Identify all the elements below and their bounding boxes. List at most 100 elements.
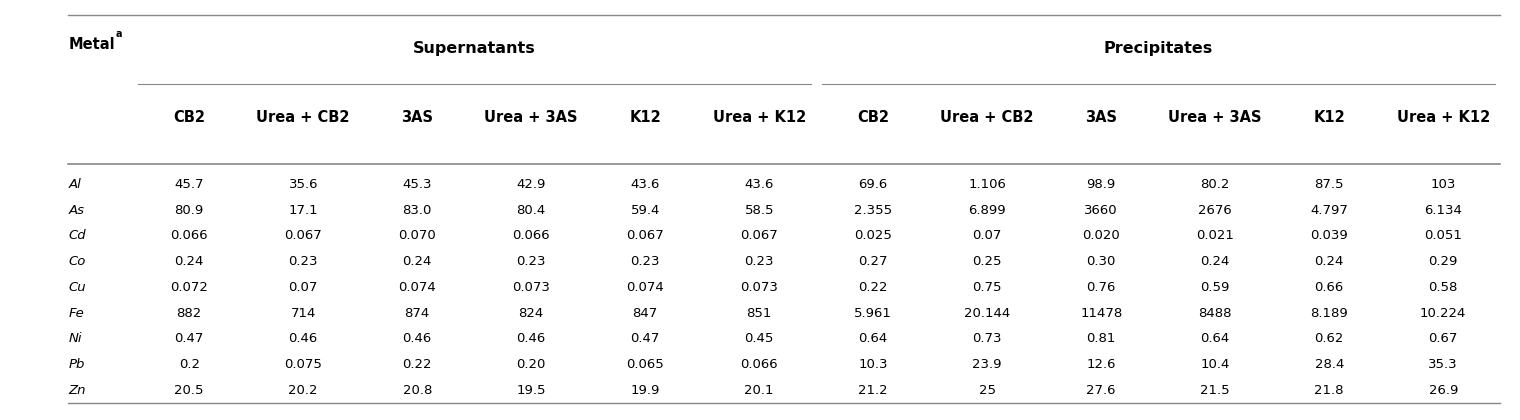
- Text: 0.46: 0.46: [517, 332, 546, 345]
- Text: 0.23: 0.23: [745, 255, 774, 268]
- Text: 17.1: 17.1: [289, 204, 318, 217]
- Text: Fe: Fe: [68, 307, 84, 320]
- Text: 8.189: 8.189: [1310, 307, 1348, 320]
- Text: K12: K12: [1313, 110, 1345, 125]
- Text: 882: 882: [176, 307, 202, 320]
- Text: 851: 851: [746, 307, 772, 320]
- Text: 6.134: 6.134: [1424, 204, 1462, 217]
- Text: 19.5: 19.5: [517, 384, 546, 397]
- Text: 26.9: 26.9: [1429, 384, 1458, 397]
- Text: 0.76: 0.76: [1087, 281, 1116, 294]
- Text: 0.020: 0.020: [1082, 229, 1120, 242]
- Text: Metal: Metal: [68, 37, 116, 52]
- Text: 0.27: 0.27: [859, 255, 888, 268]
- Text: 0.75: 0.75: [973, 281, 1002, 294]
- Text: 80.2: 80.2: [1201, 178, 1230, 191]
- Text: 0.23: 0.23: [517, 255, 546, 268]
- Text: 69.6: 69.6: [859, 178, 888, 191]
- Text: 0.070: 0.070: [398, 229, 436, 242]
- Text: 0.23: 0.23: [631, 255, 660, 268]
- Text: 0.24: 0.24: [403, 255, 432, 268]
- Text: 0.025: 0.025: [854, 229, 892, 242]
- Text: 0.58: 0.58: [1429, 281, 1458, 294]
- Text: 0.67: 0.67: [1429, 332, 1458, 345]
- Text: 0.07: 0.07: [973, 229, 1002, 242]
- Text: Co: Co: [68, 255, 85, 268]
- Text: Cd: Cd: [68, 229, 87, 242]
- Text: 20.5: 20.5: [175, 384, 204, 397]
- Text: 0.81: 0.81: [1087, 332, 1116, 345]
- Text: Urea + CB2: Urea + CB2: [941, 110, 1034, 125]
- Text: 103: 103: [1430, 178, 1456, 191]
- Text: 45.7: 45.7: [175, 178, 204, 191]
- Text: 10.3: 10.3: [859, 358, 888, 371]
- Text: 0.59: 0.59: [1201, 281, 1230, 294]
- Text: Ni: Ni: [68, 332, 82, 345]
- Text: As: As: [68, 204, 85, 217]
- Text: 83.0: 83.0: [403, 204, 432, 217]
- Text: 0.47: 0.47: [631, 332, 660, 345]
- Text: 20.2: 20.2: [289, 384, 318, 397]
- Text: 0.24: 0.24: [1315, 255, 1344, 268]
- Text: 21.2: 21.2: [859, 384, 888, 397]
- Text: 23.9: 23.9: [973, 358, 1002, 371]
- Text: 0.66: 0.66: [1315, 281, 1344, 294]
- Text: 10.224: 10.224: [1420, 307, 1467, 320]
- Text: 0.066: 0.066: [170, 229, 208, 242]
- Text: 0.2: 0.2: [179, 358, 199, 371]
- Text: 35.3: 35.3: [1429, 358, 1458, 371]
- Text: 35.6: 35.6: [289, 178, 318, 191]
- Text: 0.46: 0.46: [403, 332, 432, 345]
- Text: 28.4: 28.4: [1315, 358, 1344, 371]
- Text: 3AS: 3AS: [1085, 110, 1117, 125]
- Text: 874: 874: [404, 307, 430, 320]
- Text: 0.074: 0.074: [626, 281, 664, 294]
- Text: 25: 25: [979, 384, 996, 397]
- Text: 0.46: 0.46: [289, 332, 318, 345]
- Text: 0.072: 0.072: [170, 281, 208, 294]
- Text: 21.8: 21.8: [1315, 384, 1344, 397]
- Text: Al: Al: [68, 178, 81, 191]
- Text: 0.62: 0.62: [1315, 332, 1344, 345]
- Text: Urea + 3AS: Urea + 3AS: [485, 110, 578, 125]
- Text: Precipitates: Precipitates: [1104, 41, 1213, 56]
- Text: 0.64: 0.64: [859, 332, 888, 345]
- Text: 3AS: 3AS: [401, 110, 433, 125]
- Text: 58.5: 58.5: [745, 204, 774, 217]
- Text: 80.9: 80.9: [175, 204, 204, 217]
- Text: 0.039: 0.039: [1310, 229, 1348, 242]
- Text: 0.29: 0.29: [1429, 255, 1458, 268]
- Text: 0.25: 0.25: [973, 255, 1002, 268]
- Text: 0.73: 0.73: [973, 332, 1002, 345]
- Text: CB2: CB2: [857, 110, 889, 125]
- Text: Urea + 3AS: Urea + 3AS: [1169, 110, 1262, 125]
- Text: 43.6: 43.6: [631, 178, 660, 191]
- Text: 2.355: 2.355: [854, 204, 892, 217]
- Text: 0.066: 0.066: [740, 358, 778, 371]
- Text: Pb: Pb: [68, 358, 85, 371]
- Text: 714: 714: [290, 307, 316, 320]
- Text: 0.47: 0.47: [175, 332, 204, 345]
- Text: 5.961: 5.961: [854, 307, 892, 320]
- Text: 0.22: 0.22: [403, 358, 432, 371]
- Text: a: a: [116, 29, 122, 39]
- Text: 1.106: 1.106: [968, 178, 1006, 191]
- Text: 0.051: 0.051: [1424, 229, 1462, 242]
- Text: 20.144: 20.144: [964, 307, 1011, 320]
- Text: 6.899: 6.899: [968, 204, 1006, 217]
- Text: 42.9: 42.9: [517, 178, 546, 191]
- Text: 847: 847: [632, 307, 658, 320]
- Text: Cu: Cu: [68, 281, 87, 294]
- Text: 0.067: 0.067: [740, 229, 778, 242]
- Text: 20.1: 20.1: [745, 384, 774, 397]
- Text: 0.24: 0.24: [1201, 255, 1230, 268]
- Text: 0.45: 0.45: [745, 332, 774, 345]
- Text: 0.22: 0.22: [859, 281, 888, 294]
- Text: CB2: CB2: [173, 110, 205, 125]
- Text: 59.4: 59.4: [631, 204, 660, 217]
- Text: 43.6: 43.6: [745, 178, 774, 191]
- Text: 0.23: 0.23: [289, 255, 318, 268]
- Text: 12.6: 12.6: [1087, 358, 1116, 371]
- Text: Urea + CB2: Urea + CB2: [257, 110, 350, 125]
- Text: 0.075: 0.075: [284, 358, 322, 371]
